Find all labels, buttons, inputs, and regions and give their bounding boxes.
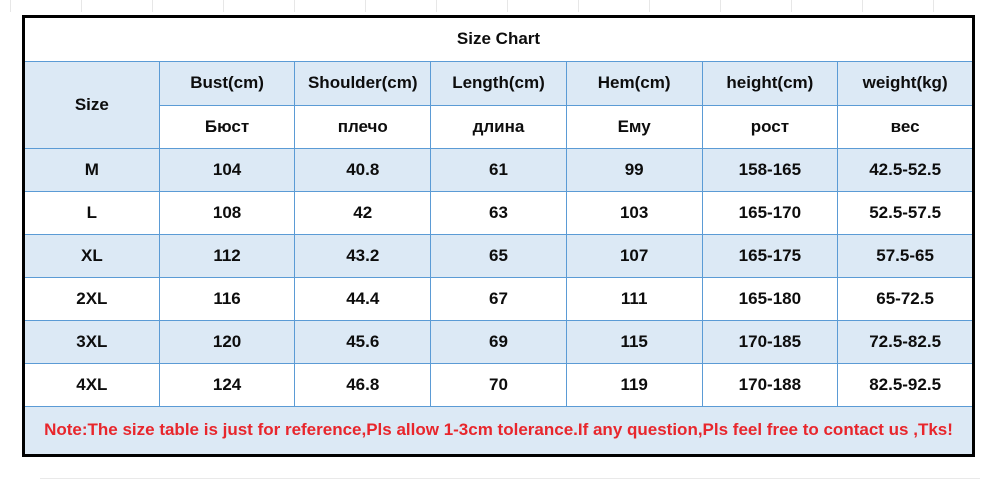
bust-value: 112 [158, 234, 296, 278]
hem-value: 115 [565, 320, 703, 364]
col-subheader-hem-ru: Ему [565, 105, 703, 149]
hem-value: 99 [565, 148, 703, 192]
weight-value: 52.5-57.5 [837, 191, 974, 235]
shoulder-value: 45.6 [294, 320, 432, 364]
note-row: Note:The size table is just for referenc… [23, 406, 974, 456]
table-row-m: M 104 40.8 61 99 158-165 42.5-52.5 [23, 148, 974, 192]
size-label: 4XL [23, 363, 160, 407]
size-label: 2XL [23, 277, 160, 321]
col-header-hem: Hem(cm) [565, 61, 703, 106]
size-label: XL [23, 234, 160, 278]
col-header-size: Size [23, 61, 160, 149]
table-row-l: L 108 42 63 103 165-170 52.5-57.5 [23, 191, 974, 235]
size-label: 3XL [23, 320, 160, 364]
length-value: 63 [430, 191, 567, 235]
shoulder-value: 40.8 [294, 148, 432, 192]
length-value: 61 [430, 148, 567, 192]
bust-value: 120 [158, 320, 296, 364]
table-row-2xl: 2XL 116 44.4 67 111 165-180 65-72.5 [23, 277, 974, 321]
col-subheader-height-ru: рост [701, 105, 839, 149]
weight-value: 42.5-52.5 [837, 148, 974, 192]
height-value: 165-180 [701, 277, 839, 321]
title-row: Size Chart [23, 16, 974, 62]
bust-value: 116 [158, 277, 296, 321]
col-header-bust: Bust(cm) [158, 61, 296, 106]
weight-value: 72.5-82.5 [837, 320, 974, 364]
header-row-ru: Бюст плечо длина Ему рост вес [24, 105, 974, 149]
weight-value: 57.5-65 [837, 234, 974, 278]
col-subheader-weight-ru: вес [837, 105, 974, 149]
height-value: 170-185 [701, 320, 839, 364]
shoulder-value: 44.4 [294, 277, 432, 321]
table-row-xl: XL 112 43.2 65 107 165-175 57.5-65 [23, 234, 974, 278]
length-value: 70 [430, 363, 567, 407]
height-value: 165-170 [701, 191, 839, 235]
table-row-4xl: 4XL 124 46.8 70 119 170-188 82.5-92.5 [23, 363, 974, 407]
header-row-en: Size Bust(cm) Shoulder(cm) Length(cm) He… [23, 61, 974, 149]
length-value: 67 [430, 277, 567, 321]
height-value: 158-165 [701, 148, 839, 192]
bust-value: 124 [158, 363, 296, 407]
hem-value: 119 [565, 363, 703, 407]
hem-value: 103 [565, 191, 703, 235]
length-value: 65 [430, 234, 567, 278]
weight-value: 65-72.5 [837, 277, 974, 321]
note-text: Note:The size table is just for referenc… [23, 406, 974, 456]
col-header-length: Length(cm) [430, 61, 567, 106]
size-chart-table: Size Chart Size Bust(cm) Shoulder(cm) Le… [22, 15, 975, 457]
shoulder-value: 42 [294, 191, 432, 235]
height-value: 170-188 [701, 363, 839, 407]
table-row-3xl: 3XL 120 45.6 69 115 170-185 72.5-82.5 [23, 320, 974, 364]
col-subheader-bust-ru: Бюст [158, 105, 296, 149]
weight-value: 82.5-92.5 [837, 363, 974, 407]
shoulder-value: 43.2 [294, 234, 432, 278]
length-value: 69 [430, 320, 567, 364]
page-title: Size Chart [23, 16, 974, 62]
bust-value: 104 [158, 148, 296, 192]
col-subheader-shoulder-ru: плечо [294, 105, 432, 149]
hem-value: 107 [565, 234, 703, 278]
size-label: M [23, 148, 160, 192]
height-value: 165-175 [701, 234, 839, 278]
bust-value: 108 [158, 191, 296, 235]
gridline-artifact-line [40, 478, 980, 479]
col-header-weight: weight(kg) [837, 61, 974, 106]
col-subheader-length-ru: длина [430, 105, 567, 149]
shoulder-value: 46.8 [294, 363, 432, 407]
size-label: L [23, 191, 160, 235]
col-header-height: height(cm) [701, 61, 839, 106]
hem-value: 111 [565, 277, 703, 321]
col-header-shoulder: Shoulder(cm) [294, 61, 432, 106]
